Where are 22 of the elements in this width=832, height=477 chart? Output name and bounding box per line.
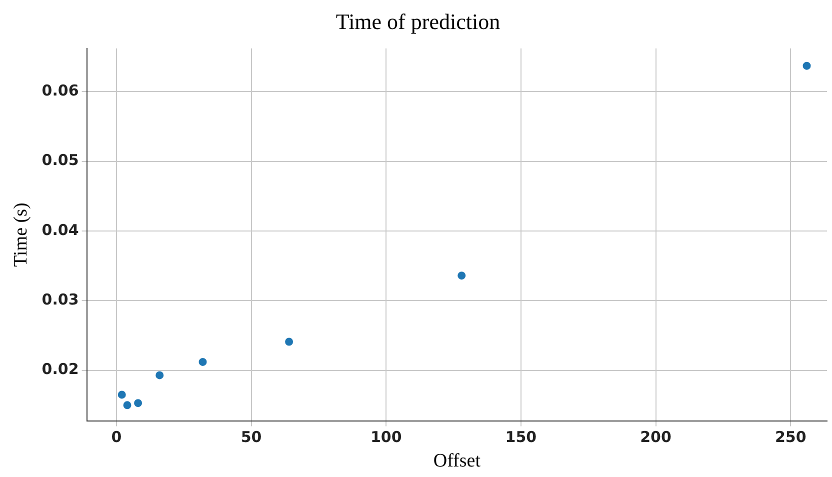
x-tick-label: 150 [505, 428, 537, 446]
x-tick-label: 100 [370, 428, 402, 446]
y-tick-label: 0.06 [42, 81, 79, 100]
point [134, 399, 142, 408]
x-axis-title: Offset [433, 450, 482, 472]
point [156, 371, 164, 380]
y-tick-label: 0.04 [42, 220, 79, 239]
point [123, 401, 132, 410]
y-tick-label: 0.03 [42, 290, 79, 309]
x-tick-label: 50 [240, 428, 262, 446]
y-axis-title: Time (s) [10, 202, 32, 267]
x-tick-label: 250 [774, 428, 806, 446]
chart-title: Time of prediction [336, 8, 500, 34]
point [458, 272, 466, 280]
y-tick-label: 0.05 [42, 151, 79, 170]
x-tick-label: 200 [640, 428, 672, 446]
point [802, 62, 811, 70]
point [285, 338, 294, 346]
point [198, 358, 207, 366]
x-tick-label: 0 [111, 428, 122, 446]
point [118, 390, 126, 399]
y-tick-label: 0.02 [42, 360, 79, 378]
